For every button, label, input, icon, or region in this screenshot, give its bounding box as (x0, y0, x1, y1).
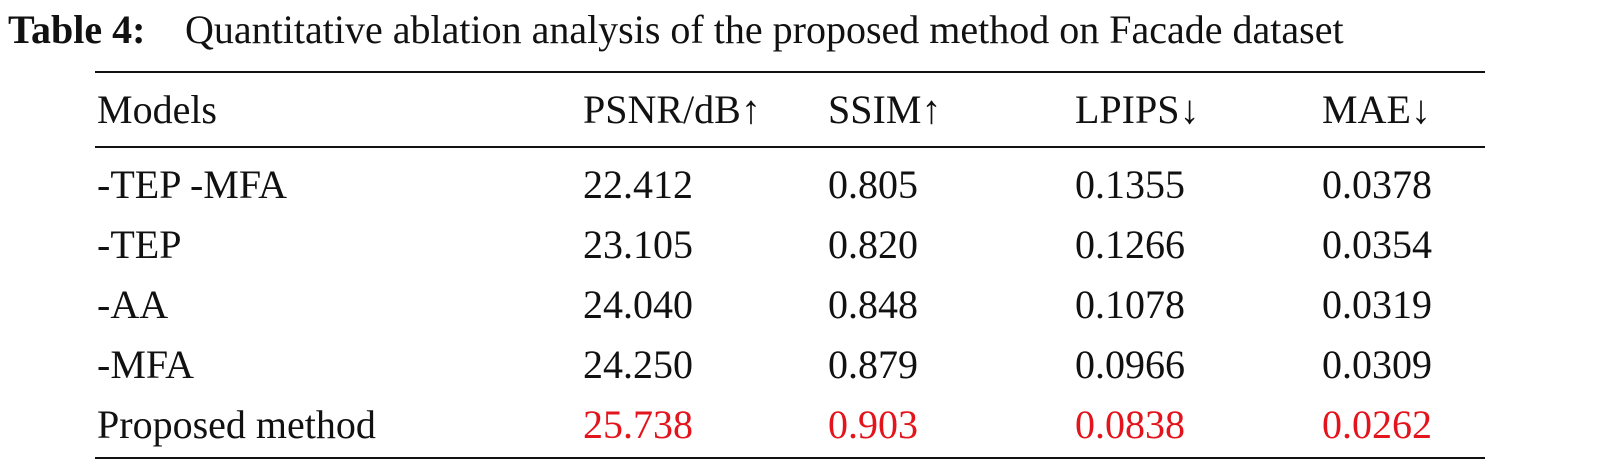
metric-value: 0.1355 (1075, 162, 1185, 207)
metric-value: 0.1266 (1075, 222, 1185, 267)
metric-value: 0.0838 (1075, 402, 1185, 447)
metric-value: 0.820 (828, 222, 918, 267)
metric-value: 24.040 (583, 282, 693, 327)
model-name: Proposed method (97, 402, 376, 447)
metric-value: 0.1078 (1075, 282, 1185, 327)
model-name: -MFA (97, 342, 195, 387)
caption-label: Table 4: (8, 7, 146, 52)
metric-value: 0.848 (828, 282, 918, 327)
metric-value: 0.0966 (1075, 342, 1185, 387)
header-cell: Models (97, 87, 217, 132)
bottom-rule (95, 457, 1485, 459)
header-cell: PSNR/dB↑ (583, 87, 761, 132)
metric-value: 22.412 (583, 162, 693, 207)
model-name: -TEP (97, 222, 182, 267)
metric-value: 0.903 (828, 402, 918, 447)
metric-value: 25.738 (583, 402, 693, 447)
caption-text: Quantitative ablation analysis of the pr… (185, 7, 1344, 52)
metric-value: 0.0378 (1322, 162, 1432, 207)
metric-value: 0.0262 (1322, 402, 1432, 447)
metric-value: 0.879 (828, 342, 918, 387)
metric-value: 23.105 (583, 222, 693, 267)
metric-value: 24.250 (583, 342, 693, 387)
metric-value: 0.0319 (1322, 282, 1432, 327)
metric-value: 0.0354 (1322, 222, 1432, 267)
header-cell: SSIM↑ (828, 87, 942, 132)
model-name: -AA (97, 282, 169, 327)
metric-value: 0.805 (828, 162, 918, 207)
mid-rule (95, 146, 1485, 148)
top-rule (95, 71, 1485, 73)
metric-value: 0.0309 (1322, 342, 1432, 387)
model-name: -TEP -MFA (97, 162, 287, 207)
header-cell: LPIPS↓ (1075, 87, 1200, 132)
header-cell: MAE↓ (1322, 87, 1431, 132)
